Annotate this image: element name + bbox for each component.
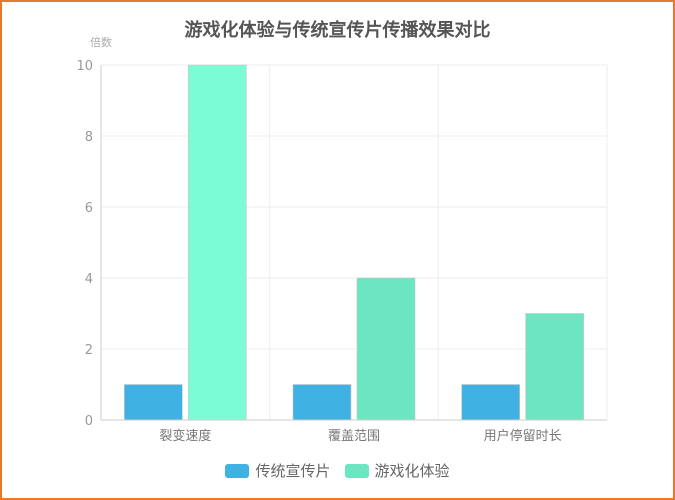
y-tick-label: 10 [76,59,93,74]
y-tick-label: 0 [85,414,93,429]
x-tick-label: 覆盖范围 [328,429,380,444]
x-tick-label: 裂变速度 [159,428,211,444]
legend-item-traditional[interactable]: 传统宣传片 [225,460,331,481]
bar-traditional[interactable] [124,384,183,421]
y-tick-label: 6 [85,201,93,216]
legend: 传统宣传片 游戏化体验 [0,460,675,481]
y-tick-label: 8 [85,130,93,145]
legend-label: 传统宣传片 [255,462,331,480]
y-tick-label: 2 [85,343,93,358]
bar-gamified[interactable] [356,277,416,421]
legend-swatch [225,463,250,478]
bar-gamified[interactable] [188,64,247,421]
bar-gamified[interactable] [525,313,584,421]
bar-traditional[interactable] [461,384,520,421]
legend-swatch [344,463,369,478]
x-tick-label: 用户停留时长 [484,428,562,444]
legend-item-gamified[interactable]: 游戏化体验 [344,460,450,481]
bar-traditional[interactable] [292,384,352,421]
chart-title: 游戏化体验与传统宣传片传播效果对比 [184,20,491,41]
y-axis-unit-label: 倍数 [90,35,112,49]
y-tick-label: 4 [85,272,93,287]
bars [124,64,584,421]
legend-label: 游戏化体验 [374,462,450,480]
axes: 0 2 4 6 8 10 裂变速度 覆盖范围 用户停留时长 [76,59,607,444]
